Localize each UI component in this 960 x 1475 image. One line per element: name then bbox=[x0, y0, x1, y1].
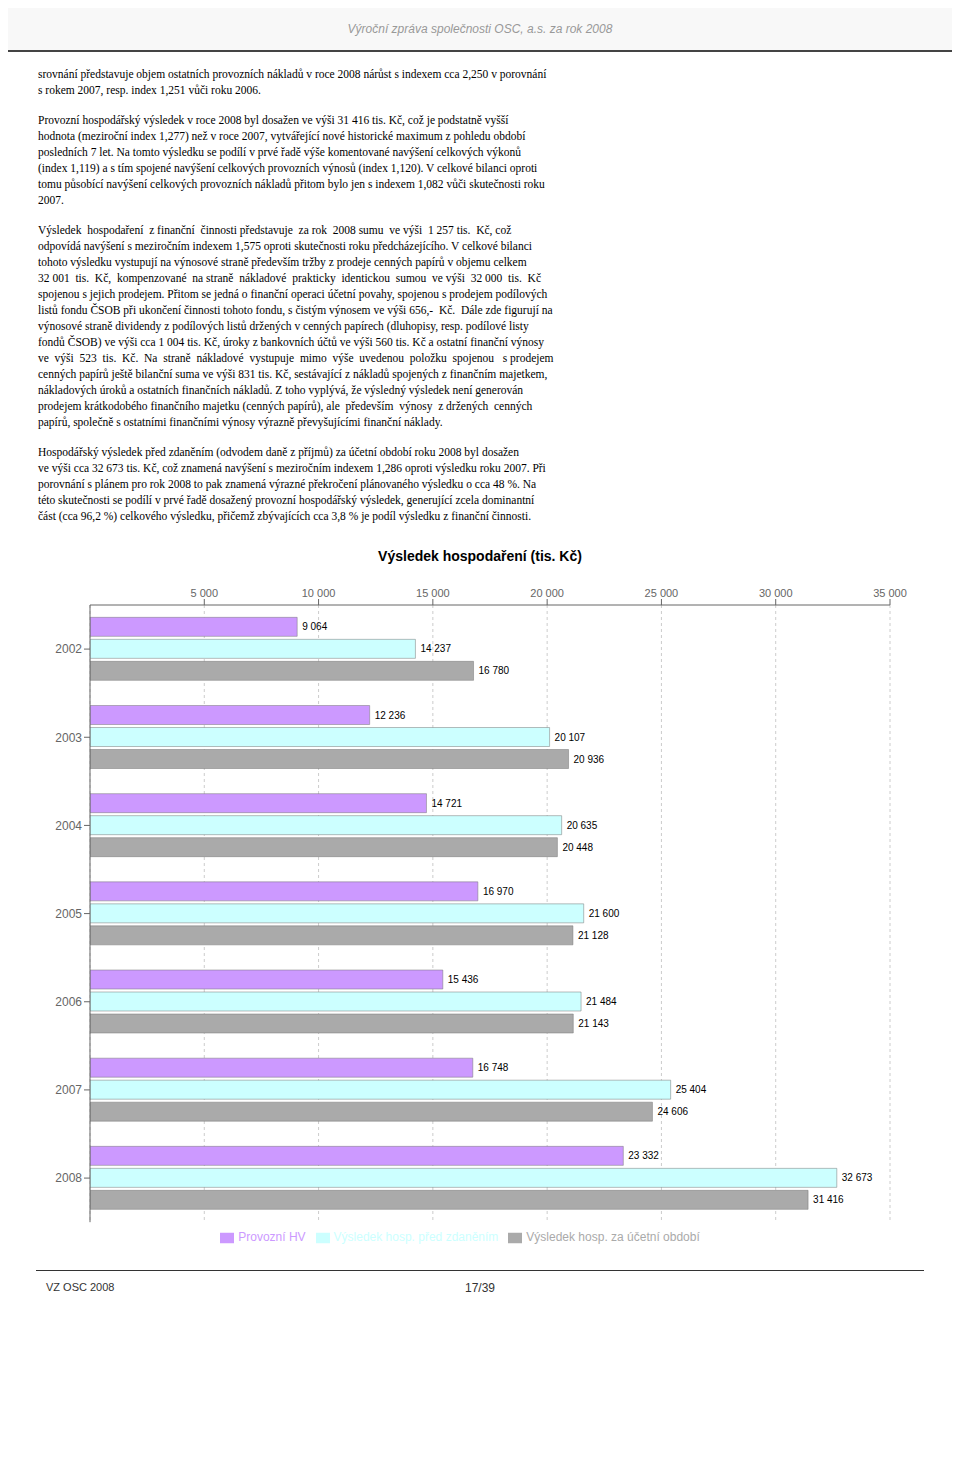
svg-text:23 332: 23 332 bbox=[628, 1150, 659, 1161]
svg-text:2004: 2004 bbox=[55, 819, 82, 833]
svg-text:2003: 2003 bbox=[55, 731, 82, 745]
html-text:spojenou s jejich prodejem. Př: spojenou s jejich prodejem. Přitom se je… bbox=[38, 288, 548, 300]
html-text:výnosové straně dividendy z po: výnosové straně dividendy z podílových l… bbox=[38, 320, 529, 332]
svg-text:20 448: 20 448 bbox=[562, 842, 593, 853]
svg-text:16 780: 16 780 bbox=[479, 665, 510, 676]
html-text:(index 1,119) a s tím spojené: (index 1,119) a s tím spojené navýšení c… bbox=[38, 162, 538, 174]
svg-text:2008: 2008 bbox=[55, 1171, 82, 1185]
svg-text:16 970: 16 970 bbox=[483, 886, 514, 897]
svg-text:32 673: 32 673 bbox=[842, 1172, 873, 1183]
html-text:Provozní HV: Provozní HV bbox=[238, 1230, 306, 1245]
html-text:s rokem 2007, resp. index 1,25: s rokem 2007, resp. index 1,251 vůči rok… bbox=[38, 84, 261, 96]
svg-text:14 237: 14 237 bbox=[420, 643, 451, 654]
svg-text:31 416: 31 416 bbox=[813, 1194, 844, 1205]
svg-text:20 936: 20 936 bbox=[574, 754, 605, 765]
html-text:tohoto výsledku vystupují na v: tohoto výsledku vystupují na výnosové st… bbox=[38, 256, 527, 268]
html-text:cenných papírů ještě bilanční: cenných papírů ještě bilanční suma ve vý… bbox=[38, 368, 548, 380]
svg-text:24 606: 24 606 bbox=[657, 1106, 688, 1117]
svg-text:14 721: 14 721 bbox=[431, 798, 462, 809]
svg-text:21 143: 21 143 bbox=[578, 1018, 609, 1029]
svg-text:20 635: 20 635 bbox=[567, 820, 598, 831]
svg-text:9 064: 9 064 bbox=[302, 621, 327, 632]
svg-text:15 436: 15 436 bbox=[448, 974, 479, 985]
html-text:nákladových úroků a ostatních: nákladových úroků a ostatních finančních… bbox=[38, 384, 524, 396]
html-text:prodejem krátkodobého finanční: prodejem krátkodobého finančního majetku… bbox=[38, 400, 533, 412]
svg-text:21 484: 21 484 bbox=[586, 996, 617, 1007]
html-text:ve výši 523 tis. Kč. Na straně: ve výši 523 tis. Kč. Na straně nákladové… bbox=[38, 352, 554, 364]
svg-text:2005: 2005 bbox=[55, 907, 82, 921]
svg-text:12 236: 12 236 bbox=[375, 710, 406, 721]
svg-text:21 128: 21 128 bbox=[578, 930, 609, 941]
html-text:Provozní hospodářský výsledek: Provozní hospodářský výsledek v roce 200… bbox=[38, 114, 509, 126]
svg-text:25 000: 25 000 bbox=[645, 587, 679, 599]
html-text:Výsledek hospodaření (tis. Kč): Výsledek hospodaření (tis. Kč) bbox=[378, 548, 582, 564]
svg-text:2006: 2006 bbox=[55, 995, 82, 1009]
svg-text:10 000: 10 000 bbox=[302, 587, 336, 599]
html-text:17/39: 17/39 bbox=[465, 1281, 495, 1295]
html-text:Výsledek hospodaření z finančn: Výsledek hospodaření z finanční činnosti… bbox=[38, 224, 512, 236]
svg-text:15 000: 15 000 bbox=[416, 587, 450, 599]
svg-text:2002: 2002 bbox=[55, 642, 82, 656]
html-text:2007.: 2007. bbox=[38, 194, 64, 206]
html-text:porovnání s plánem pro rok 200: porovnání s plánem pro rok 2008 to pak z… bbox=[38, 478, 537, 490]
html-text:tomu působící navýšení celkový: tomu působící navýšení celkových provozn… bbox=[38, 178, 545, 190]
html-text:posledních 7 let. Na tomto výs: posledních 7 let. Na tomto výsledku se p… bbox=[38, 146, 521, 158]
svg-text:5 000: 5 000 bbox=[191, 587, 219, 599]
html-text:odpovídá navýšení s meziročním: odpovídá navýšení s meziročním indexem 1… bbox=[38, 240, 532, 252]
html-text:Výsledek hosp. před zdaněním: Výsledek hosp. před zdaněním bbox=[333, 1230, 499, 1245]
html-text:část (cca 96,2 %) celkového vý: část (cca 96,2 %) celkového výsledku, př… bbox=[38, 510, 532, 522]
svg-text:30 000: 30 000 bbox=[759, 587, 793, 599]
html-text:Výroční zpráva společnosti OSC: Výroční zpráva společnosti OSC, a.s. za … bbox=[347, 22, 613, 36]
html-text:hodnota (meziroční index 1,277: hodnota (meziroční index 1,277) než v ro… bbox=[38, 130, 526, 142]
html-text:ve výši cca 32 673 tis. Kč, co: ve výši cca 32 673 tis. Kč, což znamená … bbox=[38, 462, 546, 474]
html-text:srovnání představuje objem ost: srovnání představuje objem ostatních pro… bbox=[38, 68, 547, 80]
html-text:papírů, společně s ostatními f: papírů, společně s ostatními finančními … bbox=[38, 416, 443, 428]
svg-text:16 748: 16 748 bbox=[478, 1062, 509, 1073]
html-text:fondů ČSOB) ve výši cca 1 004: fondů ČSOB) ve výši cca 1 004 tis. Kč, ú… bbox=[38, 336, 544, 348]
svg-text:21 600: 21 600 bbox=[589, 908, 620, 919]
html-text:této skutečnosti se podílí v p: této skutečnosti se podílí v prvé řadě d… bbox=[38, 494, 535, 506]
html-text:Hospodářský výsledek před zdan: Hospodářský výsledek před zdaněním (odvo… bbox=[38, 446, 519, 458]
html-text:32 001 tis. Kč, kompenzované n: 32 001 tis. Kč, kompenzované na straně n… bbox=[38, 272, 541, 284]
html-text:listů fondu ČSOB při ukončení: listů fondu ČSOB při ukončení činnosti t… bbox=[38, 304, 553, 316]
svg-text:20 107: 20 107 bbox=[555, 732, 586, 743]
html-text:VZ OSC 2008: VZ OSC 2008 bbox=[46, 1281, 115, 1293]
svg-text:25 404: 25 404 bbox=[676, 1084, 707, 1095]
svg-text:20 000: 20 000 bbox=[530, 587, 564, 599]
svg-text:2007: 2007 bbox=[55, 1083, 82, 1097]
html-text:Výsledek hosp. za účetní obdob: Výsledek hosp. za účetní období bbox=[526, 1230, 700, 1245]
svg-text:35 000: 35 000 bbox=[873, 587, 907, 599]
